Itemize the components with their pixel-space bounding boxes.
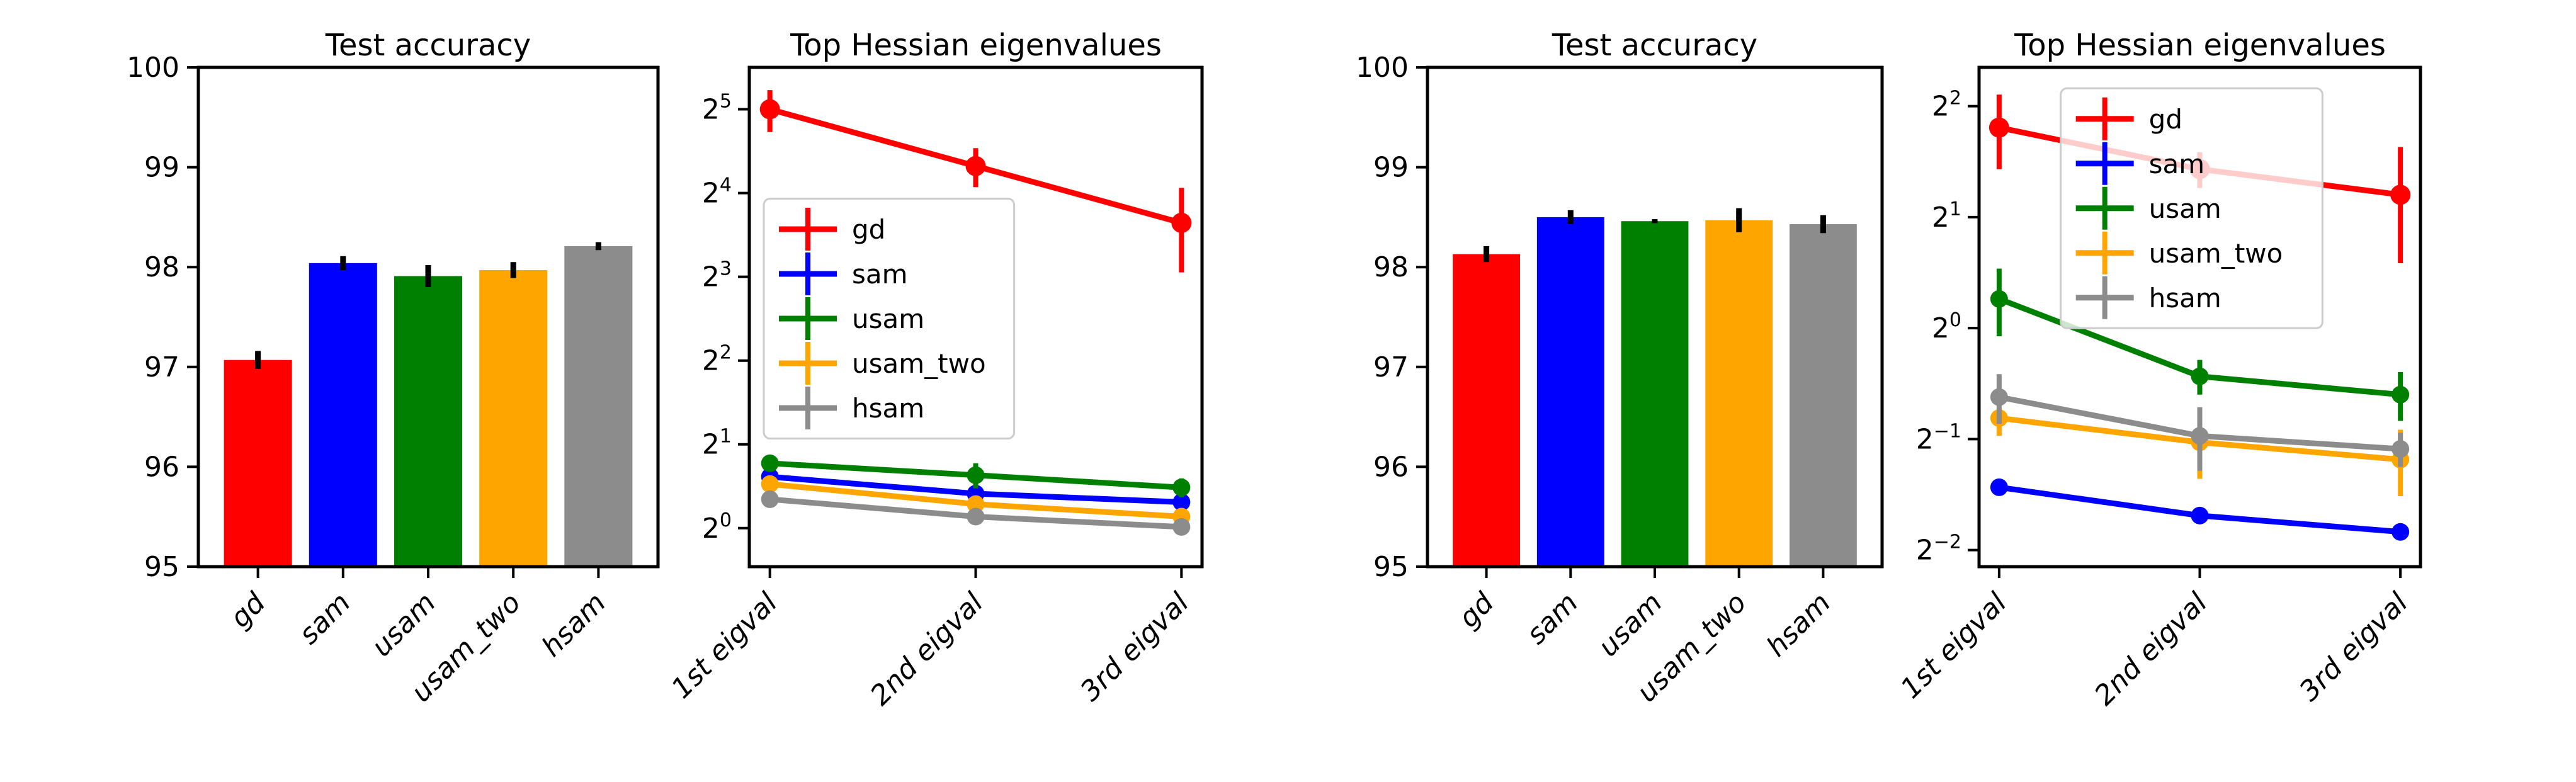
y-tick-label: 2−1: [1916, 420, 1961, 455]
marker-gd-1: [759, 99, 780, 120]
x-tick-label: 2nd eigval: [864, 586, 989, 711]
legend-label-usam: usam: [2149, 193, 2221, 224]
marker-usam_two-1: [761, 475, 779, 493]
y-tick-label: 24: [702, 174, 732, 210]
marker-hsam-3: [1172, 518, 1191, 536]
y-tick-label: 97: [1373, 351, 1409, 383]
x-tick-label: gd: [224, 586, 272, 634]
subplot1-title: Test accuracy: [325, 28, 531, 63]
x-tick-label: hsam: [1761, 587, 1837, 663]
x-tick-label: sam: [1520, 587, 1584, 651]
y-tick-label: 20: [1932, 309, 1961, 344]
legend-label-sam: sam: [2149, 149, 2205, 179]
hessian-eigenvalues-chart-right: 2−2 2−1 20 21 22 1st eigval 2nd eigval 3rd eigv…: [1895, 65, 2422, 712]
marker-hsam-1: [761, 490, 779, 508]
marker-gd-1: [1989, 117, 2009, 138]
y-tick-label: 21: [702, 426, 732, 461]
marker-sam-2: [2191, 506, 2209, 524]
marker-usam-2: [967, 466, 985, 484]
marker-hsam-2: [2191, 427, 2209, 445]
y-tick-label: 22: [702, 342, 732, 377]
bar-hsam: [564, 246, 633, 567]
x-tick-label: 3rd eigval: [1074, 586, 1195, 707]
marker-gd-2: [965, 156, 986, 176]
subplot2-title: Top Hessian eigenvalues: [790, 28, 1162, 63]
x-tick-label: sam: [293, 587, 357, 651]
legend-label-gd: gd: [2149, 104, 2182, 135]
y-tick-label: 97: [144, 351, 179, 383]
y-tick-label: 22: [1932, 88, 1961, 123]
marker-usam-1: [761, 454, 779, 472]
legend-label-hsam: hsam: [852, 393, 924, 424]
marker-usam-1: [1990, 290, 2008, 308]
legend-box: [763, 198, 1016, 440]
legend-label-usam_two: usam_two: [2149, 238, 2283, 269]
legend-label-gd: gd: [852, 214, 885, 245]
legend-label-sam: sam: [852, 259, 908, 290]
x-tick-label: 3rd eigval: [2293, 586, 2414, 707]
hessian-eigenvalues-chart-left: 20 21 22 23 24 25 1st eigval 2nd eigval 3rd eigv…: [666, 65, 1204, 712]
subplot4-title: Top Hessian eigenvalues: [2014, 28, 2386, 63]
y-tick-label: 23: [702, 258, 732, 293]
y-tick-label: 96: [1373, 451, 1409, 483]
marker-hsam-1: [1990, 388, 2008, 406]
x-tick-label: 2nd eigval: [2088, 586, 2213, 711]
marker-usam-2: [2191, 367, 2209, 385]
x-tick-label: usam: [1592, 587, 1668, 663]
y-tick-label: 25: [702, 91, 732, 126]
bar-gd: [1453, 254, 1521, 567]
marker-usam-3: [1172, 479, 1191, 497]
y-tick-label: 95: [1373, 551, 1409, 583]
bar-usam_two: [1705, 220, 1773, 567]
marker-sam-3: [2392, 523, 2410, 541]
bar-sam: [309, 263, 377, 567]
y-tick-label: 98: [1373, 251, 1409, 283]
bar-usam: [1621, 221, 1689, 567]
x-tick-label: gd: [1453, 586, 1501, 634]
marker-hsam-3: [2392, 440, 2410, 458]
legend-label-usam: usam: [852, 303, 924, 334]
marker-gd-3: [2390, 184, 2411, 205]
subplot3-title: Test accuracy: [1552, 28, 1757, 63]
y-tick-label: 96: [144, 451, 179, 483]
y-tick-label: 100: [127, 52, 179, 84]
marker-hsam-2: [967, 507, 985, 526]
x-tick-label: usam: [365, 587, 441, 663]
bar-sam: [1536, 217, 1604, 567]
x-tick-label: 1st eigval: [1895, 586, 2013, 705]
y-tick-label: 95: [144, 551, 179, 583]
bar-gd: [224, 360, 292, 567]
legend-box: [2060, 87, 2324, 329]
x-tick-label: hsam: [536, 587, 612, 663]
y-tick-label: 100: [1356, 52, 1409, 84]
y-tick-label: 98: [144, 251, 179, 283]
x-tick-label: 1st eigval: [666, 586, 784, 705]
legend-label-usam_two: usam_two: [852, 348, 986, 379]
marker-sam-3: [1172, 493, 1191, 511]
bar-usam_two: [479, 269, 548, 567]
marker-usam-3: [2392, 385, 2410, 404]
y-tick-label: 99: [144, 152, 179, 184]
y-tick-label: 2−2: [1916, 531, 1961, 567]
marker-usam_two-2: [967, 495, 985, 513]
bar-hsam: [1789, 224, 1857, 567]
marker-gd-3: [1171, 212, 1192, 233]
y-tick-label: 20: [702, 509, 732, 545]
bar-usam: [394, 276, 463, 567]
y-tick-label: 99: [1373, 152, 1409, 184]
y-tick-label: 21: [1932, 198, 1961, 234]
legend-label-hsam: hsam: [2149, 283, 2221, 314]
marker-sam-1: [1990, 478, 2008, 496]
